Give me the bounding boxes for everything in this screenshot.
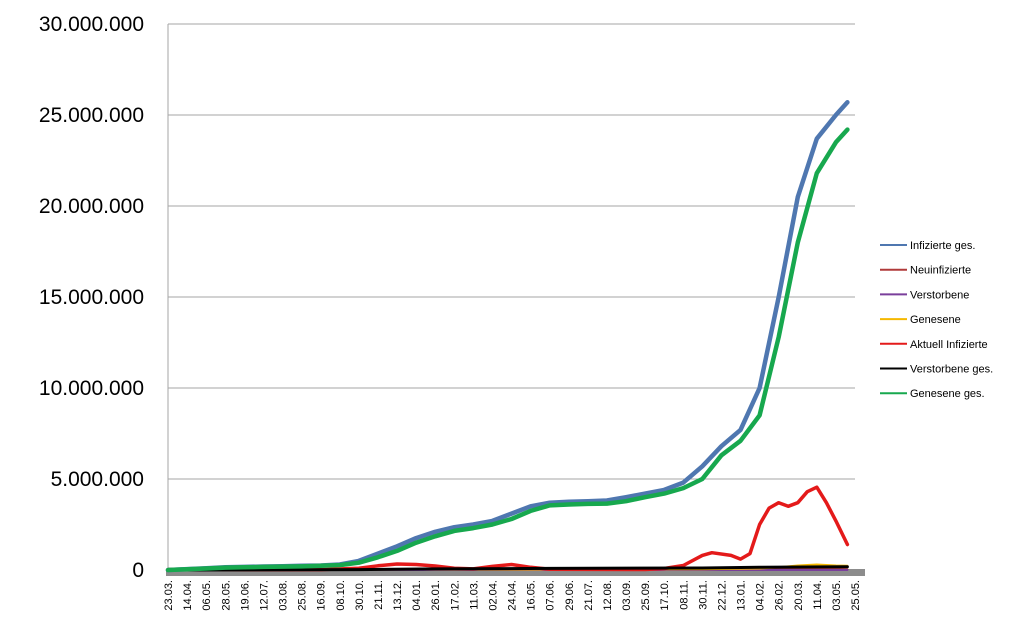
x-tick-label: 16.05.	[526, 580, 538, 611]
plot-floor	[166, 569, 865, 576]
x-tick-label: 02.04.	[487, 580, 499, 611]
legend-label: Verstorbene	[910, 289, 969, 301]
x-tick-label: 08.10.	[335, 580, 347, 611]
x-tick-label: 17.10.	[659, 580, 671, 611]
x-tick-label: 11.04.	[812, 580, 824, 610]
legend: Infizierte ges. Neuinfizierte Verstorbene G…	[880, 240, 993, 400]
x-tick-label: 24.04.	[507, 580, 519, 611]
legend-label: Neuinfizierte	[910, 265, 971, 277]
x-tick-label: 12.07.	[258, 580, 270, 611]
legend-label: Verstorbene ges.	[910, 364, 993, 376]
x-tick-label: 25.08.	[297, 580, 309, 611]
x-tick-label: 19.06.	[239, 580, 251, 611]
x-tick-label: 07.06.	[545, 580, 557, 611]
x-tick-label: 16.09.	[316, 580, 328, 611]
x-tick-label: 21.07.	[583, 580, 595, 611]
legend-label: Genesene ges.	[910, 388, 985, 400]
series-line-6	[166, 565, 849, 572]
x-tick-label: 26.02.	[774, 580, 786, 611]
gridlines	[167, 23, 855, 571]
x-tick-label: 13.12.	[392, 580, 404, 611]
x-tick-label: 25.05.	[850, 580, 862, 611]
series-lines	[165, 100, 850, 573]
x-tick-label: 30.11.	[697, 580, 709, 610]
x-tick-label: 22.12.	[716, 580, 728, 611]
x-tick-label: 20.03.	[793, 580, 805, 611]
x-tick-label: 04.01.	[411, 580, 423, 611]
series-line-1	[165, 100, 850, 573]
x-tick-label: 17.02.	[449, 580, 461, 611]
legend-label: Aktuell Infizierte	[910, 339, 988, 351]
x-axis-tick-labels: 23.03. 14.04. 06.05. 28.05. 19.06. 12.07. 03.0…	[163, 580, 862, 611]
y-axis-tick-labels: 0 5.000.000 10.000.000 15.000.000 20.000.000…	[39, 13, 144, 582]
legend-label: Genesene	[910, 314, 961, 326]
x-tick-label: 25.09.	[640, 580, 652, 611]
x-tick-label: 13.01.	[736, 580, 748, 611]
x-tick-label: 14.04.	[182, 580, 194, 611]
x-tick-label: 21.11.	[373, 580, 385, 610]
x-tick-label: 08.11.	[678, 580, 690, 610]
x-tick-label: 04.02.	[755, 580, 767, 611]
x-tick-label: 03.09.	[621, 580, 633, 611]
x-tick-label: 28.05.	[220, 580, 232, 611]
x-tick-label: 06.05.	[201, 580, 213, 611]
x-tick-label: 12.08.	[602, 580, 614, 611]
y-tick-label: 5.000.000	[51, 468, 144, 491]
y-tick-label: 15.000.000	[39, 286, 144, 309]
y-tick-label: 30.000.000	[39, 13, 144, 36]
x-tick-label: 03.08.	[278, 580, 290, 611]
x-tick-label: 29.06.	[564, 580, 576, 611]
y-tick-label: 20.000.000	[39, 195, 144, 218]
x-tick-label: 11.03.	[468, 580, 480, 610]
series-line-5	[166, 485, 850, 572]
x-tick-label: 26.01.	[430, 580, 442, 611]
legend-label: Infizierte ges.	[910, 240, 975, 252]
y-tick-label: 10.000.000	[39, 377, 144, 400]
y-tick-label: 0	[132, 559, 144, 582]
series-line-7	[165, 127, 850, 573]
y-tick-label: 25.000.000	[39, 104, 144, 127]
plot-floor-band	[166, 569, 865, 576]
x-tick-label: 03.05.	[831, 580, 843, 611]
x-tick-label: 23.03.	[163, 580, 175, 611]
x-tick-label: 30.10.	[354, 580, 366, 611]
